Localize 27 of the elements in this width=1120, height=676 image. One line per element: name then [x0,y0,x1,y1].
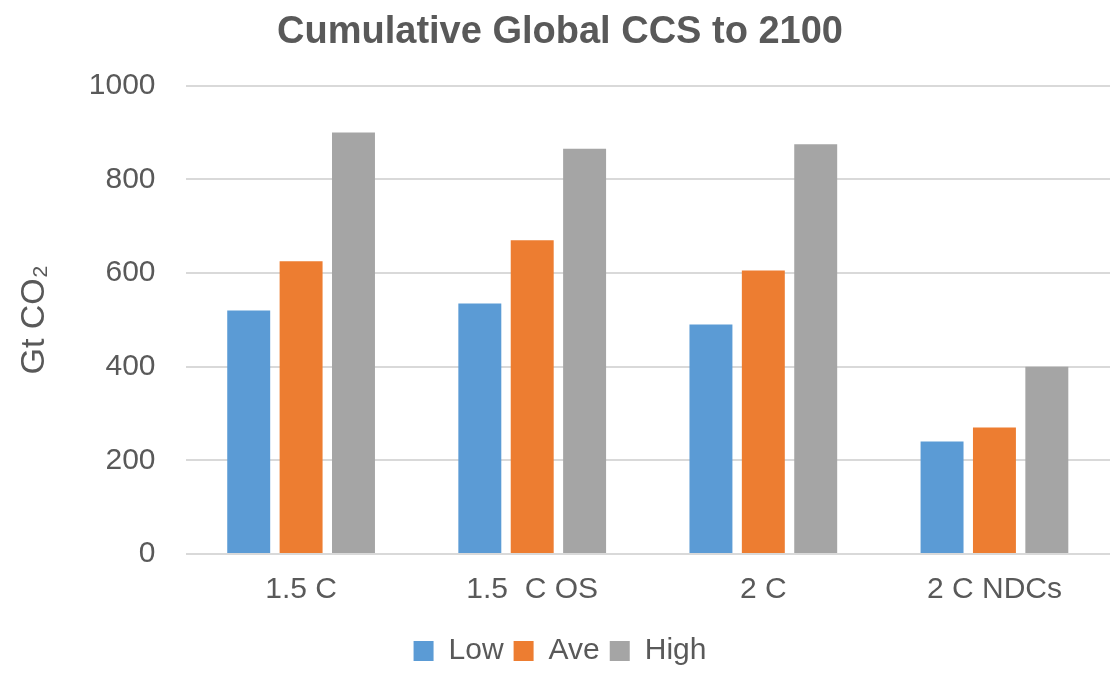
legend-label: Ave [548,632,600,666]
bar [279,261,323,553]
bar [972,427,1016,553]
bar [920,441,964,553]
x-tick-label: 2 C NDCs [926,571,1062,605]
x-tick-label: 1.5 C [265,571,337,605]
bar [563,148,607,553]
y-tick-label: 400 [105,347,156,381]
bar [794,144,838,553]
y-tick-label: 0 [138,535,156,569]
bar [741,270,785,553]
y-tick-label: 1000 [88,66,156,100]
x-tick-label: 2 C [739,571,787,605]
bar [1025,366,1069,553]
y-tick-label: 800 [105,160,156,194]
bar [689,324,733,553]
y-tick-label: 200 [105,441,156,475]
bar [458,303,502,553]
bar [332,132,375,553]
y-axis-title: Gt CO₂ [12,265,51,375]
y-tick-label: 600 [105,254,156,288]
chart-title: Cumulative Global CCS to 2100 [277,9,843,52]
bar [227,310,271,553]
legend-label: High [644,632,707,666]
x-tick-label: 1.5 C OS [466,571,599,605]
bar [510,240,554,553]
legend-label: Low [448,632,504,666]
